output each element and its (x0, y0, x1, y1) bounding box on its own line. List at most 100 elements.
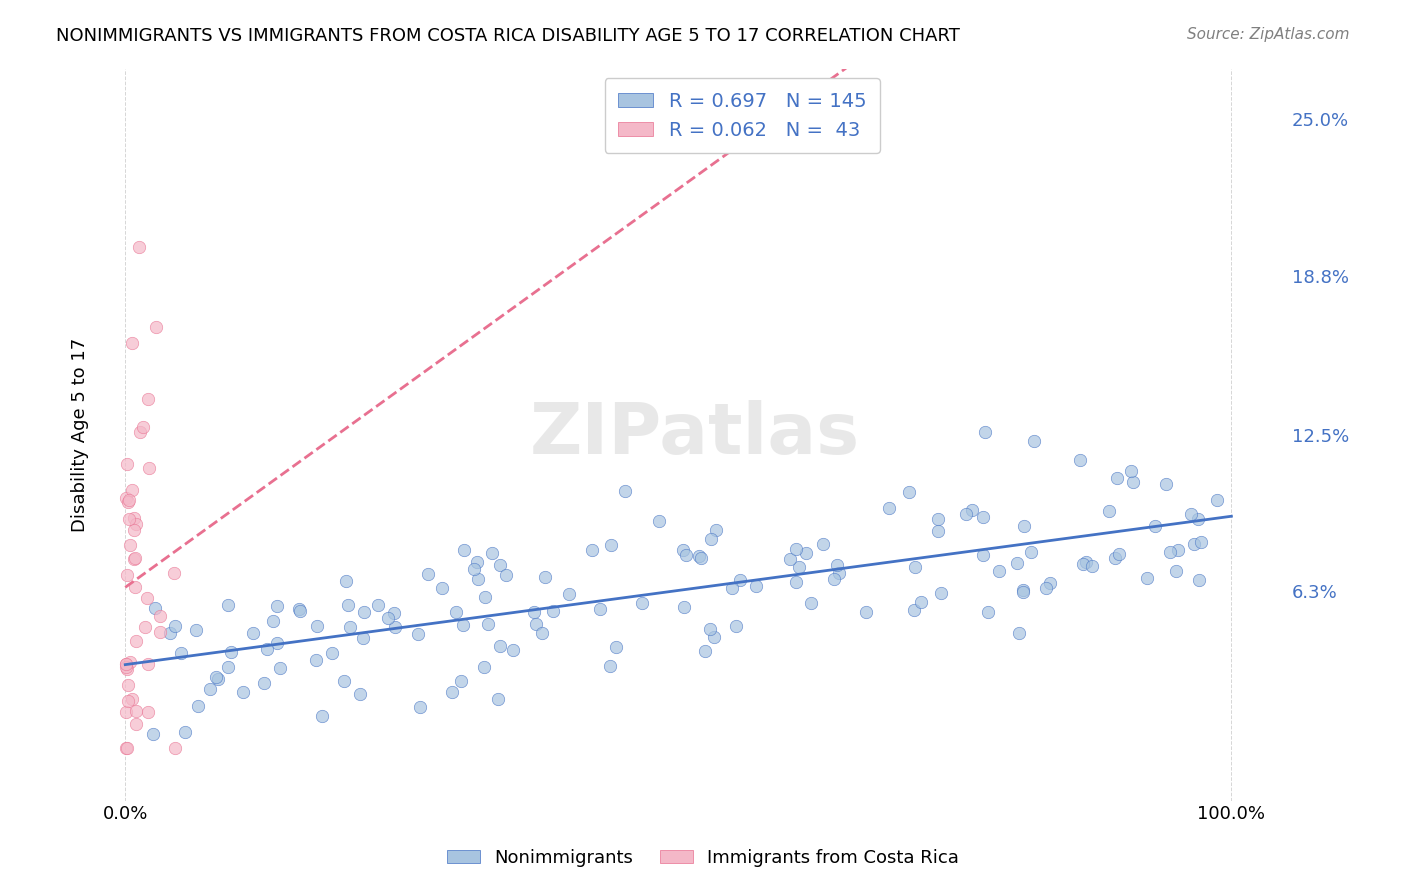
Point (217, 599, 239, 613)
Point (599, 658, 621, 673)
Point (163, 566, 186, 580)
Point (704, 523, 727, 537)
Point (453, 543, 475, 558)
Point (118, 538, 141, 552)
Point (409, 700, 432, 714)
Point (377, 611, 399, 625)
Point (122, 552, 145, 566)
Point (266, 599, 288, 613)
Point (1007, 626, 1029, 640)
Point (502, 642, 524, 657)
Point (589, 601, 612, 615)
Point (557, 587, 579, 601)
Point (163, 740, 186, 755)
Point (253, 675, 276, 690)
Point (811, 536, 834, 550)
Point (149, 608, 172, 623)
Point (242, 626, 264, 640)
Point (336, 599, 359, 613)
Point (256, 642, 278, 657)
Point (785, 575, 807, 590)
Point (1076, 555, 1098, 569)
Point (1164, 564, 1187, 578)
Point (877, 500, 900, 515)
Point (173, 724, 195, 739)
Point (384, 606, 406, 620)
Point (972, 548, 994, 562)
Point (367, 598, 389, 612)
Point (481, 546, 503, 560)
Point (219, 645, 242, 659)
Point (170, 646, 193, 660)
Point (523, 605, 546, 619)
Point (690, 550, 713, 565)
Point (1121, 464, 1143, 478)
Point (287, 601, 309, 615)
Point (117, 694, 139, 708)
Point (145, 320, 167, 334)
Point (1108, 547, 1130, 561)
Point (305, 653, 328, 667)
Point (262, 614, 284, 628)
Point (124, 550, 146, 565)
Point (699, 623, 721, 637)
Point (927, 512, 949, 526)
Point (474, 660, 496, 674)
Point (159, 626, 181, 640)
Point (787, 559, 810, 574)
Point (1069, 453, 1091, 467)
Point (785, 542, 807, 557)
Point (143, 601, 166, 615)
Legend: Nonimmigrants, Immigrants from Costa Rica: Nonimmigrants, Immigrants from Costa Ric… (440, 842, 966, 874)
Point (125, 516, 148, 531)
Point (430, 582, 453, 596)
Point (117, 678, 139, 692)
Point (451, 617, 474, 632)
Point (1012, 519, 1035, 533)
Point (349, 687, 371, 701)
Point (136, 591, 159, 606)
Point (693, 643, 716, 657)
Point (524, 616, 547, 631)
Point (703, 631, 725, 645)
Point (827, 566, 849, 580)
Point (136, 705, 159, 719)
Point (495, 567, 517, 582)
Point (823, 572, 845, 586)
Point (477, 616, 499, 631)
Point (463, 562, 485, 576)
Point (117, 661, 139, 675)
Point (115, 568, 138, 582)
Point (960, 503, 983, 517)
Point (1011, 585, 1033, 599)
Point (136, 392, 159, 406)
Point (1035, 581, 1057, 595)
Point (904, 559, 927, 574)
Point (1182, 537, 1205, 551)
Point (543, 604, 565, 618)
Point (728, 573, 751, 587)
Point (149, 625, 172, 640)
Point (581, 543, 603, 558)
Point (217, 659, 239, 673)
Point (333, 673, 356, 688)
Point (1159, 544, 1181, 558)
Text: Source: ZipAtlas.com: Source: ZipAtlas.com (1187, 27, 1350, 42)
Point (489, 558, 512, 573)
Point (440, 685, 463, 699)
Point (825, 558, 848, 573)
Point (118, 655, 141, 669)
Point (1180, 507, 1202, 521)
Point (973, 425, 995, 440)
Point (115, 705, 138, 719)
Point (898, 484, 921, 499)
Point (1189, 534, 1212, 549)
Point (416, 566, 439, 581)
Point (1136, 571, 1159, 585)
Point (138, 461, 160, 475)
Text: NONIMMIGRANTS VS IMMIGRANTS FROM COSTA RICA DISABILITY AGE 5 TO 17 CORRELATION C: NONIMMIGRANTS VS IMMIGRANTS FROM COSTA R… (56, 27, 960, 45)
Point (163, 619, 186, 633)
Point (124, 523, 146, 537)
Point (530, 625, 553, 640)
Point (794, 546, 817, 560)
